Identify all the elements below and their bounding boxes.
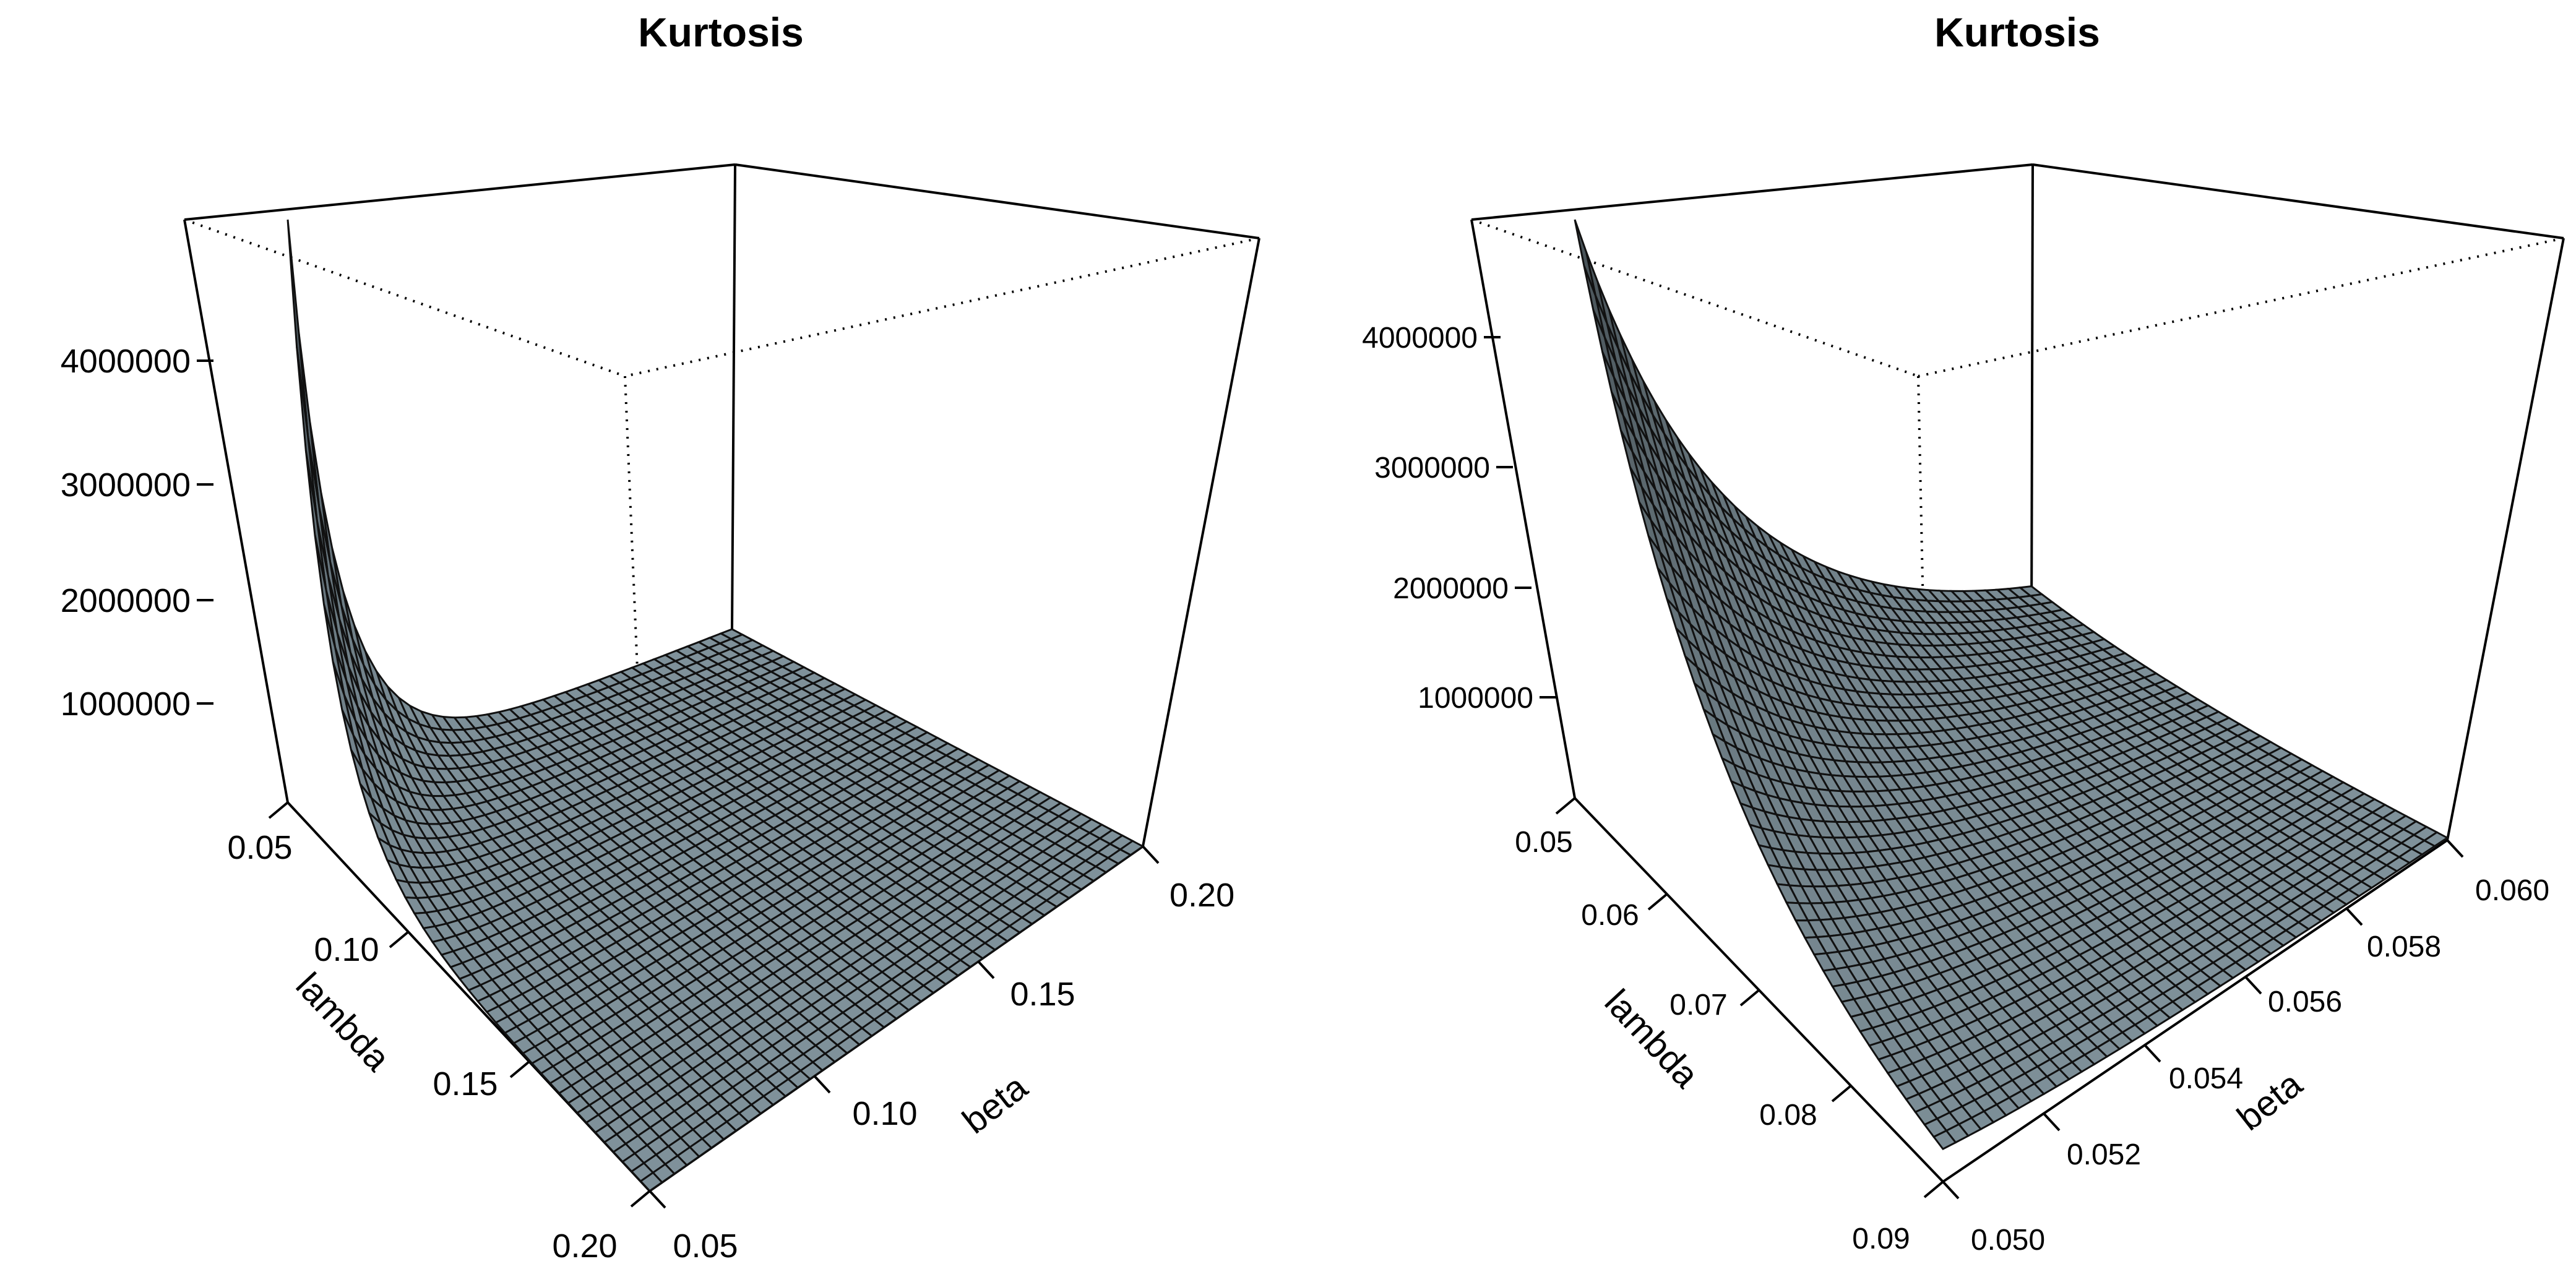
lambda-tick	[509, 1060, 530, 1078]
lambda-tick	[268, 801, 289, 819]
z-tick-label: 2000000	[61, 582, 191, 619]
beta-tick-label: 0.050	[1971, 1224, 2045, 1257]
z-tick-label: 1000000	[61, 686, 191, 723]
lambda-tick-label: 0.10	[314, 931, 379, 968]
lambda-tick	[1555, 797, 1576, 815]
box-edge	[184, 163, 736, 221]
beta-tick	[813, 1075, 831, 1094]
kurtosis-surface-plot-left: Kurtosis 1000000 2000000 3000000 4000000	[61, 9, 1260, 1265]
beta-tick-label: 0.054	[2169, 1062, 2243, 1095]
z-axis: 1000000 2000000 3000000 4000000	[1362, 322, 1556, 715]
lambda-axis-label: lambda	[288, 965, 398, 1079]
lambda-tick-label: 0.06	[1581, 899, 1639, 932]
z-axis: 1000000 2000000 3000000 4000000	[61, 343, 213, 723]
surface-cell	[639, 1171, 664, 1192]
hidden-box-edge	[624, 376, 639, 670]
hidden-box-edge	[1918, 237, 2564, 377]
box-edge	[731, 164, 736, 630]
lambda-tick-label: 0.15	[433, 1065, 498, 1103]
lambda-tick-label: 0.05	[1515, 826, 1572, 859]
lambda-tick	[1923, 1180, 1944, 1198]
box-edge	[2030, 164, 2034, 630]
lambda-tick-label: 0.05	[227, 829, 292, 866]
box-edge	[734, 163, 1260, 239]
lambda-tick-label: 0.09	[1852, 1223, 1910, 1255]
beta-tick	[2043, 1112, 2061, 1132]
beta-tick-label: 0.15	[1010, 976, 1075, 1013]
lambda-tick	[1831, 1085, 1852, 1103]
surface-cell	[286, 219, 309, 437]
beta-tick-label: 0.05	[673, 1228, 738, 1265]
beta-axis-label: beta	[955, 1067, 1036, 1142]
z-tick-label: 4000000	[1362, 322, 1478, 355]
kurtosis-surface	[1574, 219, 2449, 1151]
beta-tick	[2143, 1044, 2161, 1063]
beta-tick	[2244, 976, 2262, 995]
box-edge	[1470, 219, 1576, 799]
beta-tick-label: 0.058	[2367, 931, 2441, 963]
lambda-tick-label: 0.08	[1759, 1099, 1817, 1132]
z-tick-label: 1000000	[1418, 682, 1533, 715]
beta-tick	[648, 1190, 666, 1209]
hidden-box-edge	[624, 237, 1260, 377]
surface-cell	[296, 346, 318, 521]
beta-tick-label: 0.052	[2067, 1138, 2141, 1171]
lambda-tick-label: 0.20	[552, 1228, 617, 1265]
beta-tick	[1142, 845, 1160, 864]
plot-title: Kurtosis	[1934, 9, 2100, 55]
lambda-tick	[1647, 893, 1668, 911]
box-edge	[183, 219, 289, 803]
lambda-tick	[389, 931, 410, 948]
kurtosis-surface	[286, 219, 1145, 1192]
lambda-tick	[630, 1190, 651, 1208]
box-edge	[1142, 238, 1260, 847]
beta-tick-label: 0.056	[2268, 986, 2342, 1018]
box-edge	[2446, 238, 2565, 841]
beta-tick	[2345, 907, 2363, 926]
z-tick-label: 4000000	[61, 343, 191, 380]
beta-tick-label: 0.20	[1170, 877, 1234, 914]
plot-title: Kurtosis	[638, 9, 804, 55]
box-edge	[1471, 163, 2033, 221]
beta-tick-label: 0.10	[852, 1095, 917, 1132]
box-edge	[2032, 163, 2564, 239]
z-tick-label: 2000000	[1393, 572, 1509, 605]
box-edge	[1942, 839, 2449, 1183]
beta-tick-label: 0.060	[2475, 874, 2549, 907]
hidden-box-edge	[184, 218, 626, 377]
beta-tick	[1942, 1180, 1960, 1200]
surface-cell	[1932, 1129, 1957, 1151]
hidden-box-edge	[1471, 218, 1919, 377]
z-tick-label: 3000000	[61, 467, 191, 504]
lambda-tick-label: 0.07	[1669, 989, 1727, 1021]
lambda-tick	[1739, 989, 1760, 1007]
z-tick-label: 3000000	[1374, 452, 1490, 484]
kurtosis-surface-plot-right: Kurtosis 1000000 2000000 3000000 4000000	[1362, 9, 2565, 1257]
beta-tick	[977, 960, 995, 979]
beta-tick	[2446, 839, 2464, 858]
